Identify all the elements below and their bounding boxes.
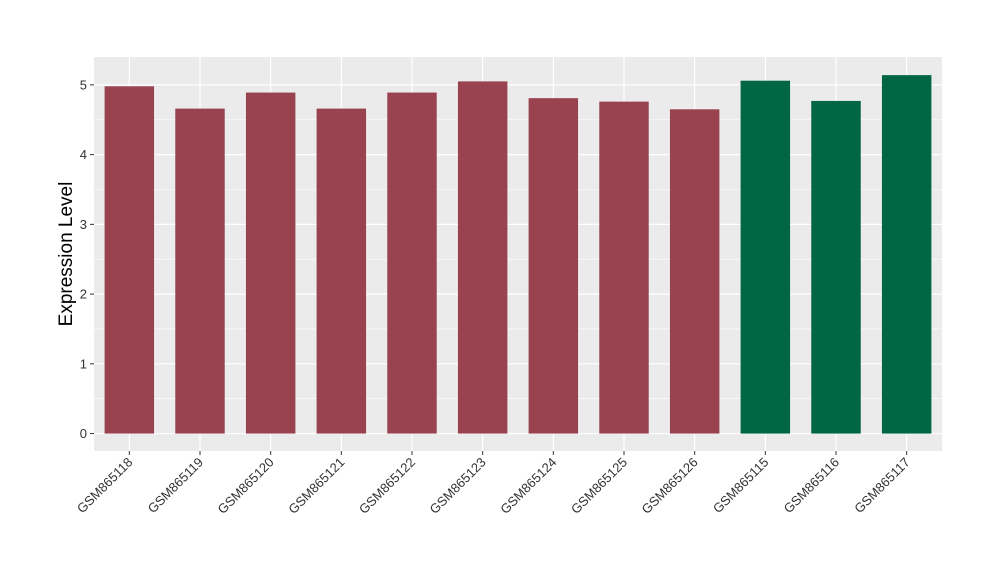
x-tick-label: GSM865118 xyxy=(74,455,136,517)
x-axis: GSM865118 GSM865119 GSM865120 GSM865121 GSM8… xyxy=(74,451,913,517)
bar-GSM865116 xyxy=(811,100,861,434)
bar-GSM865118 xyxy=(104,86,155,434)
bars xyxy=(104,75,932,434)
bar-GSM865124 xyxy=(528,98,579,434)
x-tick-label: GSM865115 xyxy=(710,455,772,517)
x-tick-label: GSM865116 xyxy=(781,455,843,517)
bar-GSM865126 xyxy=(669,109,720,434)
y-axis: 0 1 2 3 4 5 xyxy=(80,77,94,441)
x-tick-label: GSM865121 xyxy=(285,455,347,517)
bar-GSM865120 xyxy=(245,92,296,434)
x-tick-label: GSM865126 xyxy=(639,455,701,517)
y-tick-label: 2 xyxy=(80,287,87,302)
bar-GSM865125 xyxy=(599,101,649,434)
y-tick-label: 4 xyxy=(80,147,87,162)
x-tick-label: GSM865124 xyxy=(497,455,559,517)
bar-GSM865122 xyxy=(387,92,437,434)
bar-GSM865115 xyxy=(740,80,791,434)
minor-gridlines xyxy=(94,119,942,399)
y-tick-label: 1 xyxy=(80,356,87,371)
bar-GSM865117 xyxy=(881,75,932,434)
plot-panel xyxy=(94,57,942,451)
x-tick-label: GSM865119 xyxy=(145,455,207,517)
y-tick-label: 0 xyxy=(80,426,87,441)
x-tick-label: GSM865122 xyxy=(356,455,418,517)
bar-GSM865123 xyxy=(457,81,508,434)
x-tick-label: GSM865123 xyxy=(427,455,489,517)
y-axis-title: Expression Level xyxy=(56,182,77,327)
x-tick-label: GSM865125 xyxy=(568,455,630,517)
x-tick-label: GSM865120 xyxy=(215,455,277,517)
x-tick-label: GSM865117 xyxy=(851,455,913,517)
y-tick-label: 5 xyxy=(80,77,87,92)
y-tick-label: 3 xyxy=(80,217,87,232)
bar-GSM865121 xyxy=(316,108,367,434)
bar-GSM865119 xyxy=(175,108,225,434)
